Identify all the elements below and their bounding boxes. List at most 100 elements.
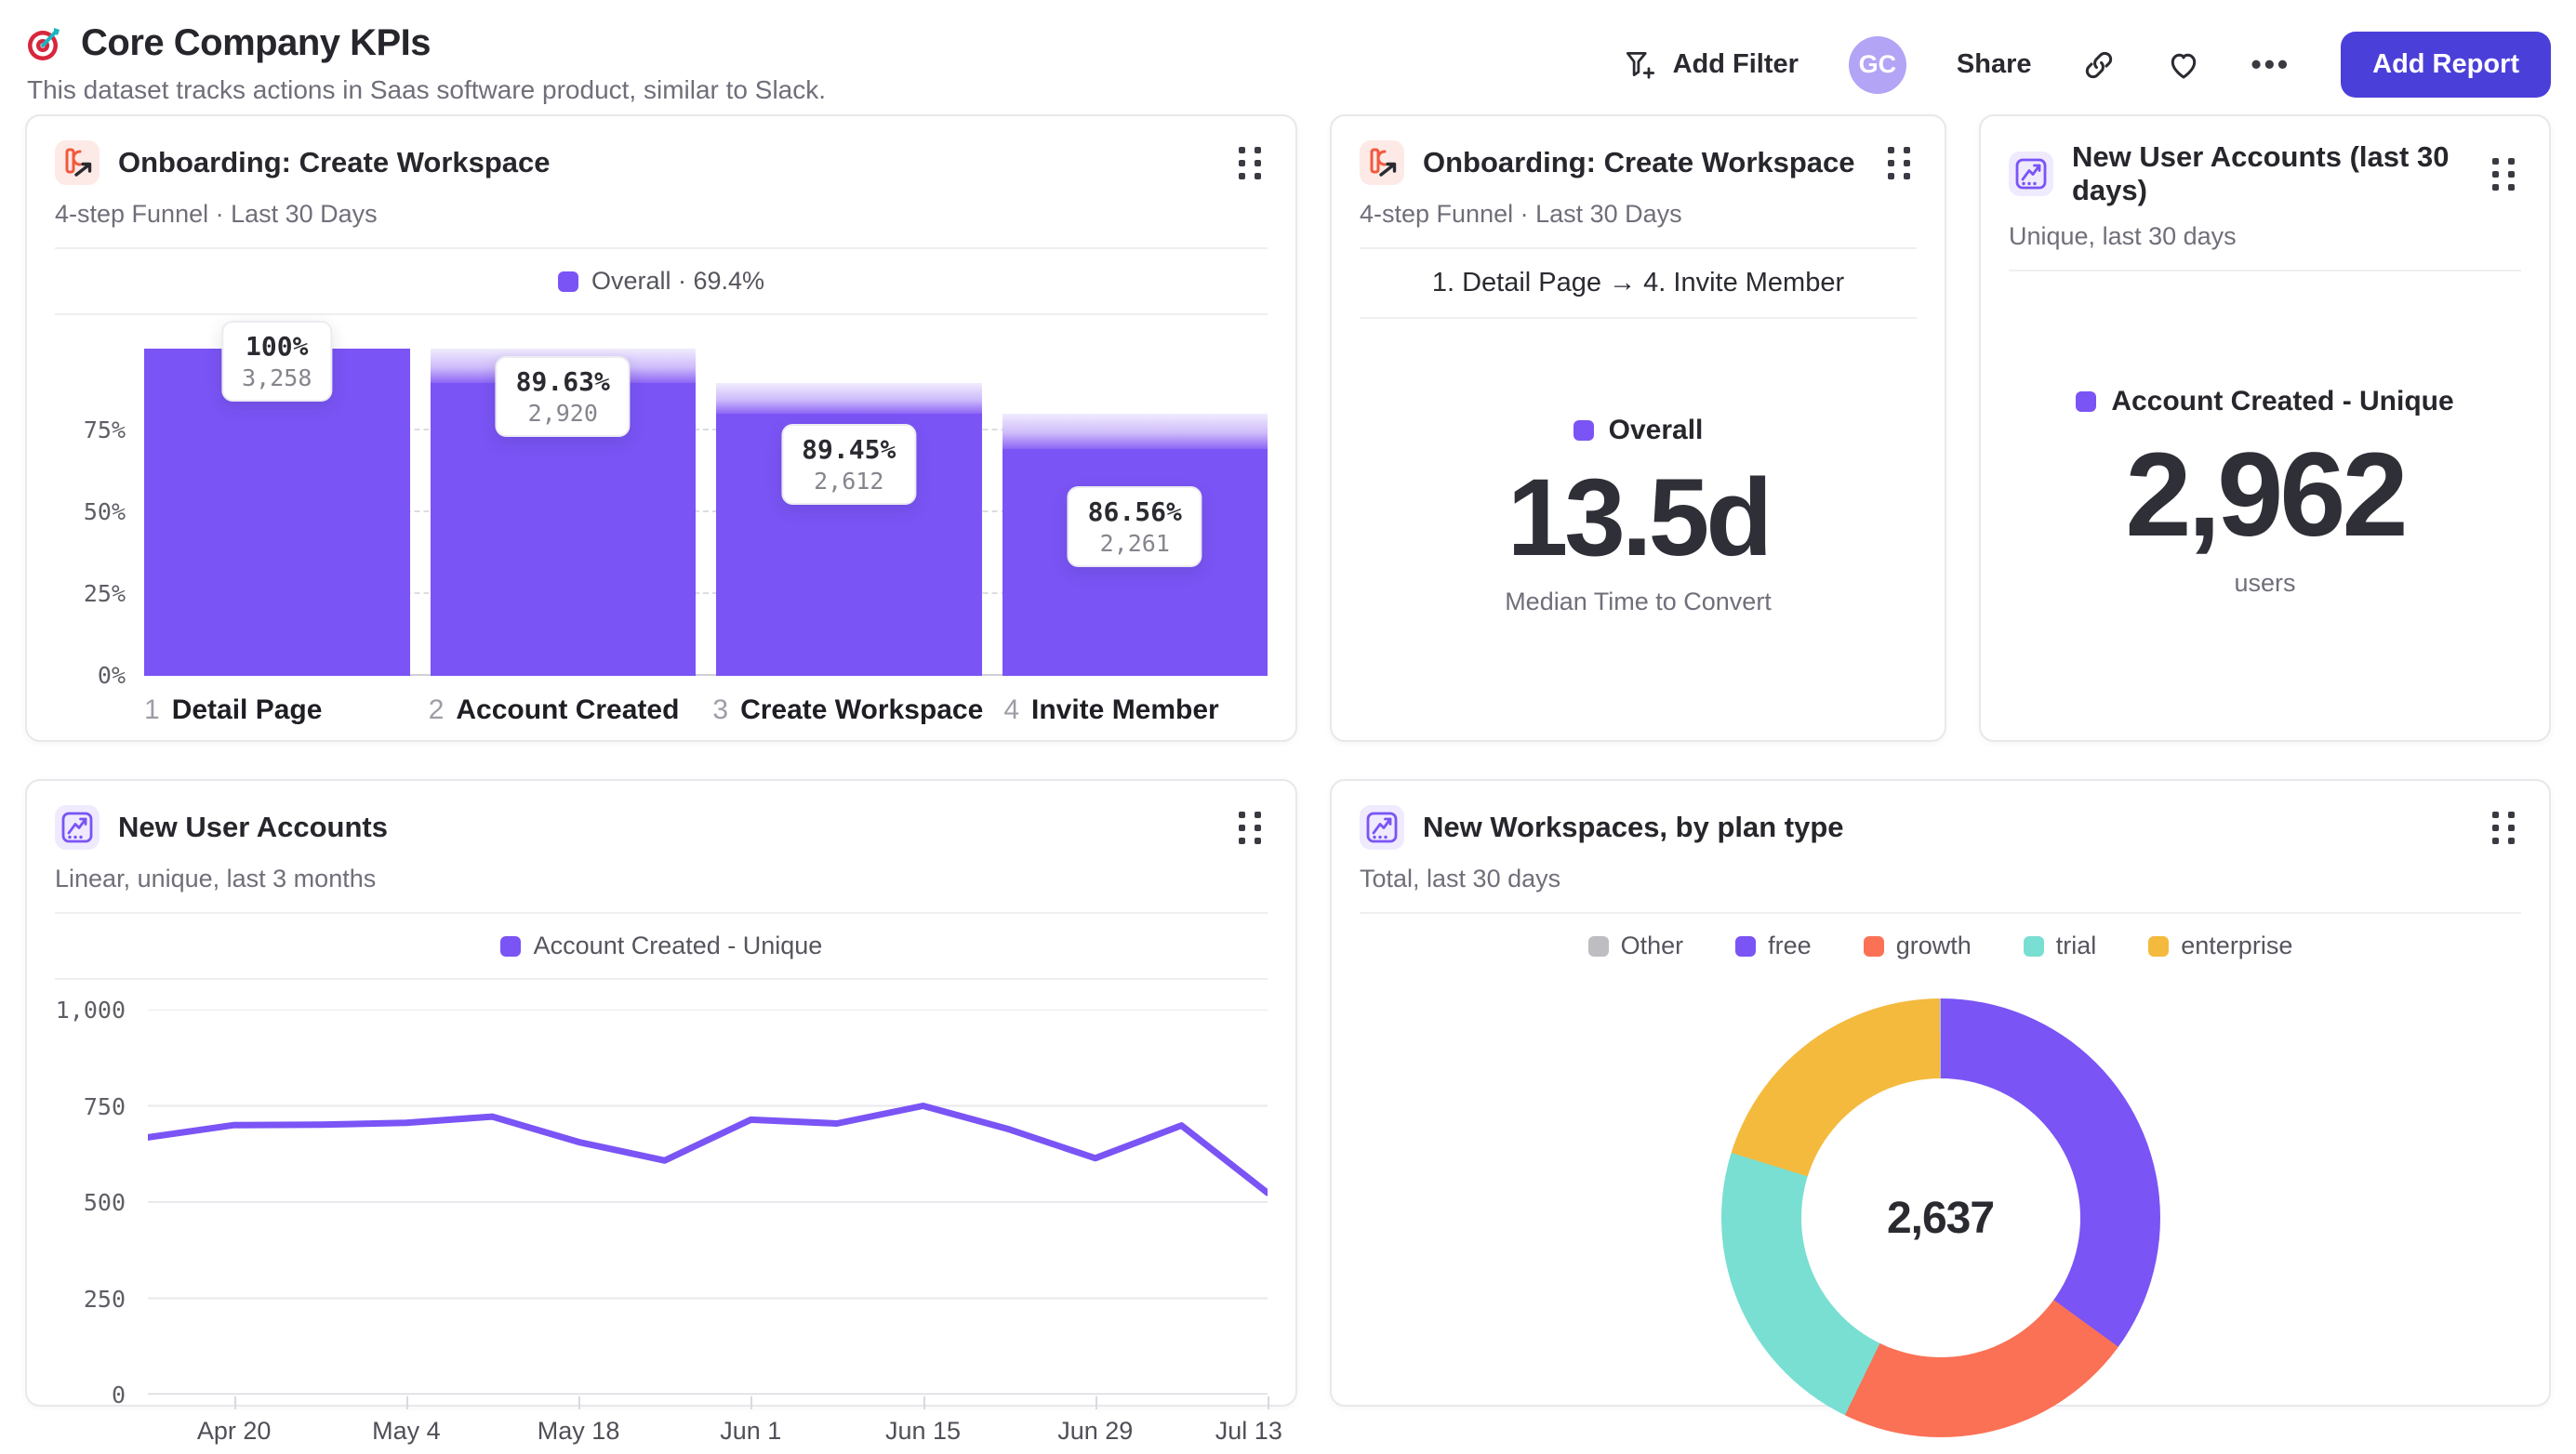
funnel-bar-1[interactable]: 100% 3,258: [144, 321, 410, 676]
legend-swatch: [2023, 935, 2044, 957]
legend-label: growth: [1895, 932, 1972, 959]
funnel-step-name: Invite Member: [1031, 694, 1219, 725]
line-y-tick: 1,000: [55, 997, 126, 1024]
funnel-bar-3[interactable]: 89.45% 2,612: [716, 382, 982, 676]
add-filter-button[interactable]: Add Filter: [1623, 47, 1799, 83]
donut-legend: Other free growth trial enterprise: [1360, 914, 2521, 978]
add-report-button[interactable]: Add Report: [2341, 32, 2551, 98]
drag-handle-icon[interactable]: [1233, 806, 1268, 850]
card-convert-header: Onboarding: Create Workspace 4-step Funn…: [1360, 116, 1917, 249]
funnel-plot[interactable]: 100% 3,258 89.63% 2,920 89.45% 2,612 86.56% 2,2…: [144, 321, 1268, 676]
funnel-tooltip-count: 3,258: [242, 364, 312, 391]
line-plot[interactable]: Apr 20 May 4 May 18 Jun 1 Jun 15 Jun 29 Jul 13: [148, 1010, 1282, 1445]
card-subtitle: Total, last 30 days: [1360, 865, 1561, 892]
card-title: New User Accounts (last 30 days): [2072, 140, 2450, 206]
page-title: Core Company KPIs: [81, 22, 432, 63]
line-y-tick: 500: [83, 1189, 126, 1216]
funnel-bar-2[interactable]: 89.63% 2,920: [430, 349, 696, 676]
median-time-value: 13.5d: [1507, 456, 1773, 580]
median-time-caption: Median Time to Convert: [1505, 587, 1772, 615]
card-new-accounts-30d: New User Accounts (last 30 days) Unique,…: [1979, 114, 2551, 742]
line-x-tick: May 4: [372, 1417, 441, 1445]
card-workspaces-donut: New Workspaces, by plan type Total, last…: [1330, 779, 2551, 1437]
funnel-step-name: Account Created: [456, 694, 680, 725]
donut-total: 2,637: [1886, 1193, 1995, 1243]
donut-area: 2,637: [1360, 978, 2521, 1437]
accounts30-caption: users: [2234, 569, 2296, 598]
line-y-axis: 0 250 500 750 1,000: [55, 997, 148, 1408]
funnel-gridline: [144, 592, 1268, 594]
funnel-gridline: [144, 510, 1268, 512]
line-x-tickmark: [233, 1396, 236, 1409]
favorite-button[interactable]: [2166, 47, 2201, 83]
funnel-tooltip-count: 2,920: [527, 400, 598, 428]
funnel-bar-fill: [144, 349, 410, 676]
drag-handle-icon[interactable]: [2487, 152, 2521, 196]
card-funnel: Onboarding: Create Workspace 4-step Funn…: [25, 114, 1297, 742]
legend-item-trial[interactable]: trial: [2023, 932, 2096, 960]
funnel-bar-4[interactable]: 86.56% 2,261: [1002, 413, 1268, 676]
accounts30-body: Account Created - Unique 2,962 users: [2009, 271, 2521, 740]
legend-swatch: [2148, 935, 2170, 957]
line-y-tick: 0: [111, 1381, 126, 1408]
avatar[interactable]: GC: [1848, 35, 1906, 94]
funnel-step-label: 4 Invite Member: [1003, 694, 1268, 726]
card-funnel-header: Onboarding: Create Workspace 4-step Funn…: [55, 116, 1268, 249]
line-x-tick: Jul 13: [1215, 1417, 1282, 1445]
funnel-tooltip-pct: 89.45%: [802, 434, 896, 466]
legend-label: Other: [1620, 932, 1684, 959]
funnel-gridline: [144, 674, 1268, 676]
drag-handle-icon[interactable]: [1882, 141, 1917, 185]
convert-legend[interactable]: Overall: [1573, 415, 1703, 446]
line-x-tickmark: [405, 1396, 408, 1409]
legend-swatch: [1735, 935, 1757, 957]
line-x-tick: Jun 1: [720, 1417, 782, 1445]
legend-swatch: [1863, 935, 1884, 957]
topbar-actions: Add Filter GC Share: [1623, 22, 2551, 98]
funnel-bar-loss: [716, 382, 982, 414]
line-legend[interactable]: Account Created - Unique: [55, 914, 1268, 980]
card-title: Onboarding: Create Workspace: [118, 146, 551, 178]
legend-item-growth[interactable]: growth: [1863, 932, 1972, 960]
accounts30-value: 2,962: [2125, 428, 2408, 562]
accounts30-legend[interactable]: Account Created - Unique: [2076, 386, 2454, 417]
donut-chart[interactable]: 2,637: [1720, 998, 2160, 1437]
line-x-tick: Apr 20: [196, 1417, 272, 1445]
legend-item-free[interactable]: free: [1735, 932, 1812, 960]
funnel-step-label: 3 Create Workspace: [712, 694, 983, 726]
line-chart-icon: [1360, 805, 1404, 850]
card-time-to-convert: Onboarding: Create Workspace 4-step Funn…: [1330, 114, 1946, 742]
funnel-step-label: 1 Detail Page: [144, 694, 408, 726]
convert-body: Overall 13.5d Median Time to Convert: [1360, 319, 1917, 740]
card-accounts-line: New User Accounts Linear, unique, last 3…: [25, 779, 1297, 1445]
drag-handle-icon[interactable]: [1233, 141, 1268, 185]
line-x-tickmark: [750, 1396, 753, 1409]
funnel-x-axis: 1 Detail Page 2 Account Created 3 Create Work…: [144, 694, 1268, 726]
funnel-tooltip: 86.56% 2,261: [1067, 485, 1202, 567]
donut-hole: 2,637: [1800, 1078, 2080, 1357]
funnel-tooltip-count: 2,612: [814, 468, 884, 496]
more-button[interactable]: •••: [2251, 47, 2291, 81]
card-subtitle: 4-step Funnel · Last 30 Days: [1360, 200, 1682, 228]
share-button[interactable]: Share: [1957, 49, 2032, 80]
funnel-range-label: 1. Detail Page → 4. Invite Member: [1360, 249, 1917, 319]
legend-label: enterprise: [2181, 932, 2293, 959]
drag-handle-icon[interactable]: [2487, 806, 2521, 850]
funnel-legend[interactable]: Overall · 69.4%: [55, 249, 1268, 315]
topbar-left: Core Company KPIs This dataset tracks ac…: [25, 22, 826, 105]
funnel-chart: 75% 50% 25% 0% 100% 3,258 89.63% 2,920 89.45% 2,…: [55, 321, 1268, 689]
funnel-chart-icon: [1360, 140, 1404, 185]
funnel-gridline: [144, 429, 1268, 430]
copy-link-button[interactable]: [2082, 48, 2116, 82]
funnel-y-tick: 0%: [97, 662, 126, 689]
card-title: New User Accounts: [118, 811, 388, 843]
funnel-tooltip-pct: 100%: [246, 331, 309, 362]
card-subtitle: Linear, unique, last 3 months: [55, 865, 377, 892]
legend-item-other[interactable]: Other: [1587, 932, 1684, 960]
funnel-y-tick: 75%: [83, 416, 126, 443]
legend-item-enterprise[interactable]: enterprise: [2148, 932, 2292, 960]
funnel-tooltip: 89.63% 2,920: [495, 356, 631, 438]
line-svg: [148, 1010, 1268, 1395]
share-label: Share: [1956, 49, 2032, 79]
filter-plus-icon: [1623, 47, 1658, 83]
